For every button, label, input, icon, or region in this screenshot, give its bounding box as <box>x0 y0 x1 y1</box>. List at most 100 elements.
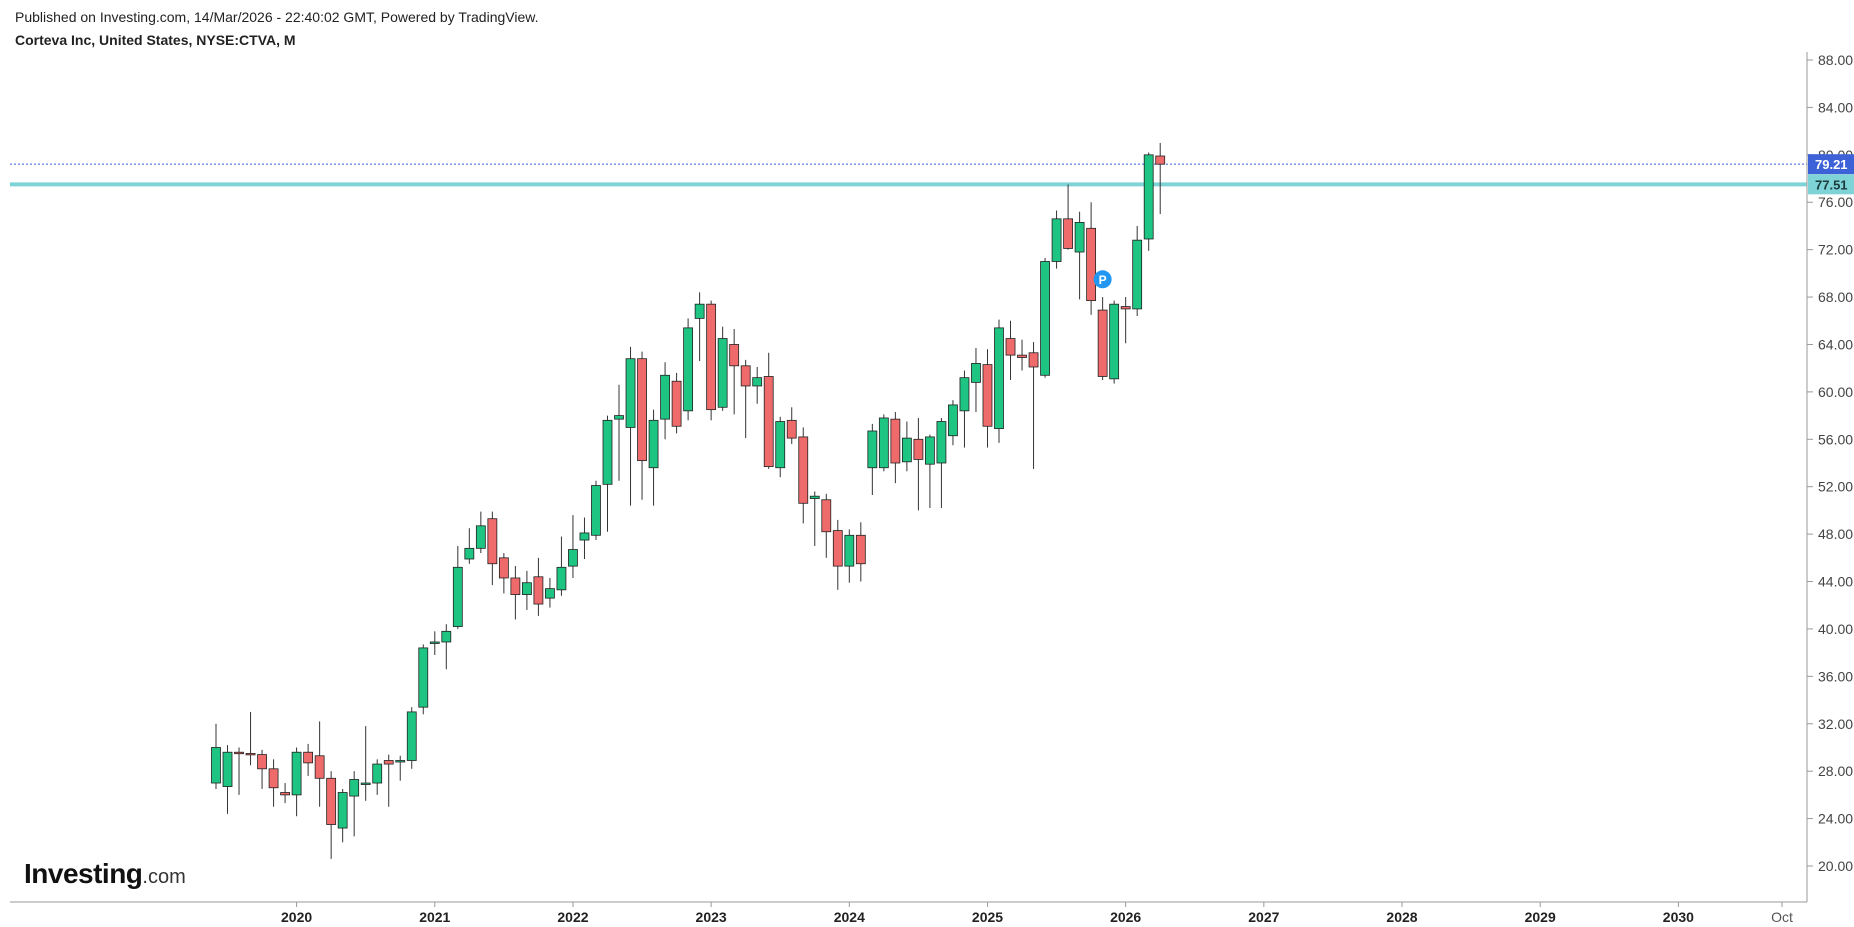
candle-up <box>614 415 624 420</box>
pin-marker <box>1093 270 1112 289</box>
y-tick-label: 52.00 <box>1818 479 1853 495</box>
candle-down <box>786 419 797 439</box>
candle-up <box>372 763 383 784</box>
candle-up <box>211 747 221 784</box>
candle-up <box>591 485 601 536</box>
candle-down <box>1005 338 1016 356</box>
x-tick-label: 2026 <box>1110 909 1141 925</box>
y-tick-label: 56.00 <box>1818 431 1853 447</box>
candle-up <box>878 417 889 469</box>
candle-down <box>326 777 337 825</box>
candle-up <box>683 327 694 412</box>
candle-down <box>487 518 498 565</box>
candle-down <box>1028 352 1039 368</box>
candle-up <box>1051 218 1062 262</box>
candle-up <box>844 534 855 567</box>
candle-down <box>498 557 509 579</box>
x-tick-label: 2020 <box>281 909 312 925</box>
candle-down <box>257 754 267 770</box>
candle-up <box>752 377 763 387</box>
candle-down <box>729 344 740 367</box>
candle-down <box>314 755 325 779</box>
candle-down <box>832 530 843 567</box>
candle-up <box>418 647 429 708</box>
candle-up <box>994 327 1004 430</box>
candle-up <box>360 782 371 785</box>
pin-marker-label: P <box>1099 273 1107 287</box>
candle-up <box>1132 239 1143 310</box>
candle-up <box>694 303 705 319</box>
y-tick-label: 84.00 <box>1818 99 1853 115</box>
price-tags: 79.21 77.51 <box>1808 154 1854 195</box>
candle-down <box>533 576 544 605</box>
candle-down <box>234 751 244 755</box>
candle-up <box>475 525 486 549</box>
candle-up <box>441 630 452 643</box>
candle-up <box>452 566 463 627</box>
x-tick-label: 2024 <box>834 909 865 925</box>
x-tick-label: 2023 <box>696 909 727 925</box>
candle-up <box>809 495 820 499</box>
x-tick-label: 2027 <box>1248 909 1279 925</box>
candle-up <box>568 549 578 567</box>
x-tick-label: 2021 <box>419 909 450 925</box>
candle-up <box>1074 221 1085 253</box>
logo-main-text: Investing <box>24 858 143 889</box>
candle-down <box>706 303 717 411</box>
candle-down <box>1017 354 1027 358</box>
candle-up <box>429 641 440 644</box>
logo-suffix-text: .com <box>142 866 186 888</box>
candle-down <box>280 792 290 796</box>
candle-down <box>763 376 774 467</box>
candle-up <box>959 377 970 412</box>
candle-down <box>982 364 993 427</box>
y-tick-label: 36.00 <box>1818 668 1853 684</box>
x-tick-label: 2028 <box>1386 909 1417 925</box>
y-tick-label: 72.00 <box>1818 242 1853 258</box>
candle-down <box>1155 155 1166 165</box>
published-caption: Published on Investing.com, 14/Mar/2026 … <box>15 9 539 25</box>
y-tick-label: 76.00 <box>1818 194 1853 210</box>
candle-up <box>1109 303 1120 380</box>
current-price-tag <box>1808 154 1854 175</box>
y-tick-label: 64.00 <box>1818 336 1853 352</box>
candle-up <box>579 532 590 541</box>
x-tick-label: Oct <box>1771 909 1793 925</box>
y-tick-label: 32.00 <box>1818 716 1853 732</box>
candle-up <box>867 430 878 469</box>
candle-up <box>464 547 475 560</box>
candle-down <box>1120 306 1131 310</box>
x-tick-label: 2025 <box>972 909 1003 925</box>
y-axis-ticks: 88.0084.0080.0076.0072.0068.0064.0060.00… <box>1807 52 1853 874</box>
candle-down <box>671 380 682 427</box>
candle-down <box>1097 309 1108 377</box>
x-tick-label: 2030 <box>1663 909 1694 925</box>
marker-group[interactable]: P <box>1093 270 1112 289</box>
candle-up <box>936 421 947 464</box>
candle-up <box>1143 154 1154 240</box>
support-price-tag-label: 77.51 <box>1815 177 1848 192</box>
candle-down <box>890 418 901 464</box>
x-tick-label: 2029 <box>1525 909 1556 925</box>
candle-down <box>637 358 647 462</box>
y-tick-label: 28.00 <box>1818 763 1853 779</box>
investing-logo: Investing.com <box>24 858 186 890</box>
candle-up <box>291 751 302 796</box>
candle-down <box>383 760 394 765</box>
candle-down <box>245 752 256 756</box>
symbol-title: Corteva Inc, United States, NYSE:CTVA, M <box>15 32 296 48</box>
support-price-tag <box>1808 174 1854 195</box>
candle-down <box>855 534 866 565</box>
candle-up <box>222 751 233 787</box>
y-tick-label: 48.00 <box>1818 526 1853 542</box>
candle-up <box>717 338 728 408</box>
candle-up <box>901 437 912 463</box>
candle-up <box>602 419 613 485</box>
candle-up <box>337 792 348 829</box>
y-tick-label: 20.00 <box>1818 858 1853 874</box>
candle-down <box>268 768 279 789</box>
y-tick-label: 40.00 <box>1818 621 1853 637</box>
y-tick-label: 60.00 <box>1818 384 1853 400</box>
current-price-tag-label: 79.21 <box>1815 157 1848 172</box>
